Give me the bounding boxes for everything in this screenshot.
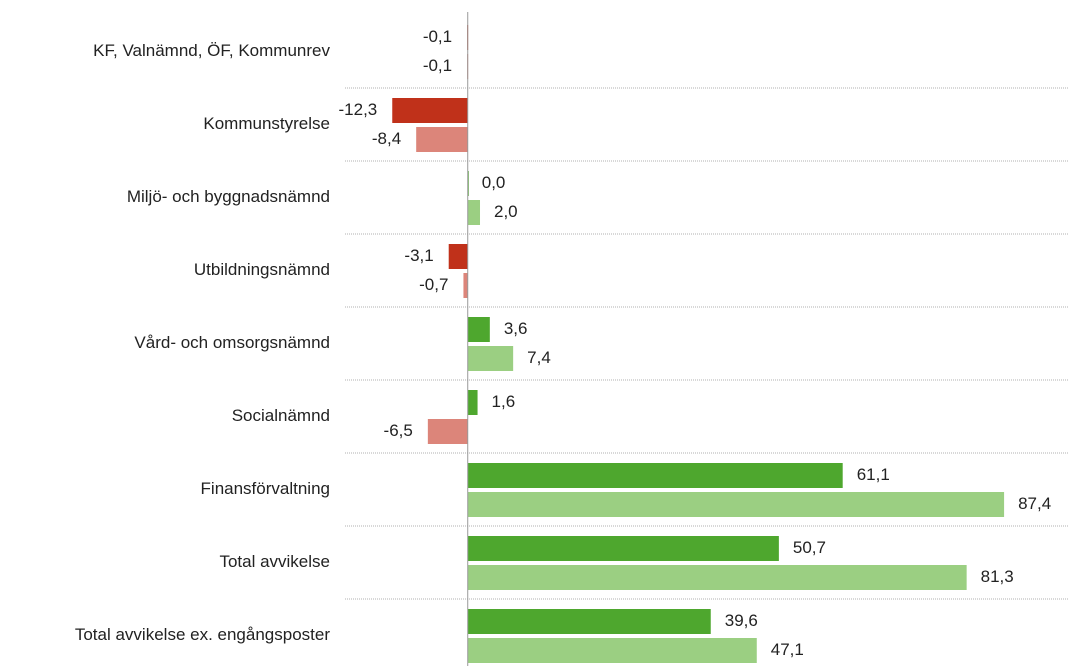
- bar: [467, 492, 1005, 517]
- value-label: -0,1: [423, 27, 452, 46]
- value-label: -6,5: [384, 421, 413, 440]
- value-label: -3,1: [404, 246, 433, 265]
- value-label: 3,6: [504, 319, 528, 338]
- value-label: -8,4: [372, 129, 401, 148]
- bar: [392, 98, 468, 123]
- value-label: 61,1: [857, 465, 890, 484]
- category-label: Finansförvaltning: [201, 479, 330, 498]
- value-label: 87,4: [1018, 494, 1051, 513]
- category-label: Vård- och omsorgsnämnd: [134, 333, 330, 352]
- category-label: Kommunstyrelse: [203, 114, 330, 133]
- category-label: KF, Valnämnd, ÖF, Kommunrev: [93, 41, 330, 60]
- value-label: 50,7: [793, 538, 826, 557]
- bar: [467, 317, 490, 342]
- value-label: 39,6: [725, 611, 758, 630]
- value-label: 7,4: [527, 348, 551, 367]
- value-label: -0,7: [419, 275, 448, 294]
- bar: [463, 273, 468, 298]
- bar: [467, 638, 757, 663]
- value-label: -0,1: [423, 56, 452, 75]
- bar: [448, 244, 468, 269]
- value-label: 81,3: [981, 567, 1014, 586]
- bar: [467, 200, 481, 225]
- bar: [467, 536, 779, 561]
- value-label: 47,1: [771, 640, 804, 659]
- category-label: Total avvikelse: [219, 552, 330, 571]
- category-label: Total avvikelse ex. engångsposter: [75, 625, 330, 644]
- category-label: Utbildningsnämnd: [194, 260, 330, 279]
- bar: [467, 390, 478, 415]
- category-label: Socialnämnd: [232, 406, 330, 425]
- value-label: 0,0: [482, 173, 506, 192]
- value-label: -12,3: [339, 100, 378, 119]
- bar: [467, 565, 967, 590]
- bar: [416, 127, 468, 152]
- category-label: Miljö- och byggnadsnämnd: [127, 187, 330, 206]
- bar: [467, 463, 843, 488]
- bar: [467, 609, 711, 634]
- value-label: 2,0: [494, 202, 518, 221]
- value-label: 1,6: [492, 392, 516, 411]
- bar: [467, 346, 514, 371]
- bar: [427, 419, 468, 444]
